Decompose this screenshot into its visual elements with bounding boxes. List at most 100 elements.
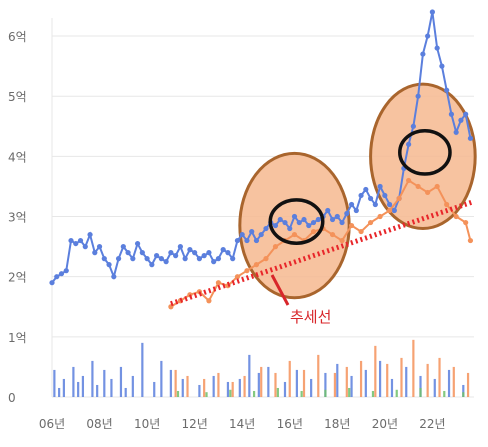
- series-point-1: [215, 280, 222, 286]
- annotation-arrow: [270, 274, 290, 306]
- volume-bar-green: [276, 387, 279, 397]
- axes: 0 1억 2억 3억 4억 5억 6억 06년 08년 10년 12년 14년 16년 18년 20년 22년: [8, 30, 446, 431]
- series-point-0: [348, 201, 355, 208]
- x-tick-label: 06년: [39, 417, 65, 431]
- y-tick-label: 4억: [8, 150, 27, 164]
- series-point-1: [406, 177, 412, 184]
- volume-bars: [53, 339, 470, 397]
- series-point-0: [387, 201, 393, 208]
- series-point-1: [291, 231, 298, 238]
- series-point-0: [353, 207, 359, 214]
- volume-bar-orange: [452, 366, 455, 397]
- x-tick-label: 16년: [277, 417, 303, 431]
- series-point-0: [68, 237, 74, 244]
- volume-bar-green: [443, 390, 446, 397]
- series-point-1: [310, 228, 317, 235]
- volume-bar-blue: [119, 366, 123, 397]
- series-point-0: [296, 219, 302, 226]
- series-point-0: [420, 51, 426, 57]
- series-point-0: [287, 225, 293, 232]
- series-point-0: [215, 256, 222, 262]
- series-point-1: [206, 298, 212, 304]
- y-tick-label: 3억: [8, 211, 27, 225]
- series-point-0: [448, 111, 455, 117]
- series-point-0: [439, 63, 445, 69]
- volume-bar-green: [229, 389, 232, 397]
- series-point-0: [49, 280, 55, 286]
- volume-bar-orange: [243, 375, 246, 397]
- series-point-0: [310, 219, 317, 226]
- series-point-0: [63, 268, 69, 274]
- y-tick-label: 1억: [8, 331, 27, 345]
- series-point-0: [334, 213, 340, 220]
- volume-bar-blue: [350, 375, 353, 397]
- volume-bar-orange: [466, 372, 470, 397]
- series-point-0: [154, 253, 160, 259]
- series-point-1: [367, 219, 374, 226]
- series-point-0: [363, 186, 369, 193]
- series-point-0: [434, 45, 440, 51]
- highlight-circle: [238, 151, 351, 300]
- series-point-0: [101, 256, 107, 262]
- series-point-0: [158, 256, 164, 262]
- y-tick-label: 5억: [8, 90, 27, 104]
- series-point-0: [339, 219, 345, 226]
- series-point-0: [182, 256, 188, 262]
- inner-ellipse: [268, 198, 325, 245]
- x-tick-label: 20년: [372, 417, 398, 431]
- volume-bar-blue: [153, 381, 156, 397]
- volume-bar-blue: [248, 354, 251, 397]
- volume-bar-blue: [77, 381, 80, 397]
- volume-bar-blue: [160, 360, 163, 397]
- series-point-1: [272, 244, 279, 250]
- inner-ellipses: [268, 128, 452, 245]
- series-point-0: [277, 216, 283, 223]
- series-point-0: [125, 250, 131, 256]
- series-point-0: [201, 253, 207, 259]
- series-point-0: [315, 216, 321, 223]
- series-point-0: [372, 201, 378, 208]
- series-point-0: [382, 192, 388, 199]
- volume-bar-orange: [317, 354, 320, 397]
- series-point-1: [263, 256, 269, 262]
- series-point-1: [467, 237, 474, 244]
- inner-ellipse: [398, 128, 452, 176]
- series-point-0: [258, 231, 264, 238]
- volume-bar-blue: [96, 384, 99, 397]
- series-point-0: [87, 231, 93, 238]
- series-point-0: [73, 240, 79, 247]
- annotation: 추세선: [270, 274, 331, 326]
- series-point-0: [58, 271, 65, 277]
- volume-bar-green: [324, 389, 327, 397]
- volume-bar-blue: [267, 366, 270, 397]
- series-point-0: [391, 207, 397, 214]
- volume-bar-blue: [181, 378, 184, 397]
- series-point-0: [54, 274, 60, 280]
- volume-bar-orange: [203, 378, 206, 397]
- series-point-0: [106, 262, 112, 268]
- volume-bar-orange: [345, 366, 348, 397]
- volume-bar-orange: [260, 366, 263, 397]
- volume-bar-blue: [283, 381, 287, 397]
- series-point-1: [434, 183, 440, 190]
- series-point-0: [230, 256, 236, 262]
- series-point-0: [192, 250, 198, 256]
- volume-bar-blue: [336, 363, 339, 397]
- volume-bar-blue: [124, 387, 127, 397]
- series-point-0: [173, 253, 179, 259]
- series-point-0: [325, 207, 331, 214]
- volume-bar-orange: [174, 369, 177, 397]
- volume-bar-orange: [386, 363, 389, 397]
- series-point-0: [463, 111, 469, 117]
- series-point-0: [329, 216, 336, 223]
- x-tick-label: 10년: [134, 417, 160, 431]
- series-point-0: [249, 228, 255, 235]
- series-point-0: [211, 259, 217, 265]
- series-point-0: [453, 129, 459, 135]
- volume-bar-orange: [288, 360, 291, 397]
- series-point-0: [168, 250, 174, 256]
- series-point-0: [111, 274, 117, 280]
- series-point-0: [196, 256, 203, 262]
